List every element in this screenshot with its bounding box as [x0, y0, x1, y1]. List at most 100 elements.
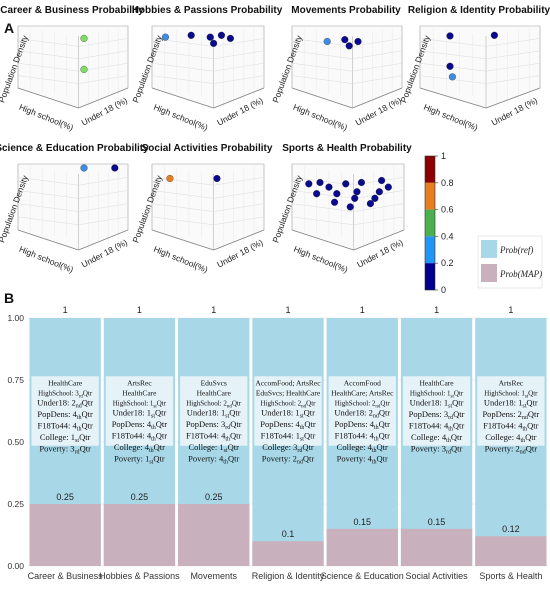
scatter3d-point — [206, 33, 214, 41]
scatter3d-point — [346, 203, 354, 211]
scatter3d-point — [342, 180, 350, 188]
cube-grid — [17, 38, 79, 47]
x-axis-label: High school(%) — [422, 102, 479, 133]
colorbar-segment — [425, 263, 435, 290]
bar-map — [252, 541, 324, 566]
cube-grid — [213, 203, 265, 212]
colorbar-segment — [425, 156, 435, 183]
scatter3d-panel: Social Activities ProbabilityPopulation … — [130, 143, 272, 275]
x-axis-label: High school(%) — [152, 102, 209, 133]
cube-edge — [17, 229, 79, 251]
cube-grid — [151, 190, 214, 199]
annotation-row: HighSchool: 1stQtr — [113, 399, 167, 409]
colorbar-segment — [425, 209, 435, 237]
bar-value-label-map: 0.25 — [56, 492, 74, 502]
scatter3d-title: Sports & Health Probability — [282, 143, 412, 154]
scatter3d-title: Career & Business Probability — [0, 5, 144, 16]
annotation-row: Poverty: 4thQtr — [188, 453, 239, 465]
x-category-label: Movements — [190, 571, 237, 581]
cube-edge — [419, 87, 487, 109]
cube-face — [419, 25, 541, 109]
cube-face — [17, 163, 129, 251]
scatter3d-point — [111, 164, 119, 172]
cube-grid — [78, 50, 129, 60]
annotation-row: F18To44: 4thQtr — [186, 430, 241, 442]
scatter3d-point — [341, 36, 349, 44]
scatter3d-panel: Career & Business ProbabilityPopulation … — [0, 5, 144, 133]
scatter3d-point — [305, 180, 313, 188]
annotation-row: HighSchool: 3rdQtr — [38, 389, 93, 399]
scatter3d-point — [353, 188, 361, 196]
cube-grid — [17, 50, 79, 60]
bar-map — [475, 536, 547, 566]
cube-edge — [78, 87, 129, 109]
scatter3d-point — [80, 65, 88, 73]
colorbar-tick-label: 0.6 — [441, 205, 454, 215]
x-category-label: Sports & Health — [479, 571, 542, 581]
scatter3d-panel: Science & Education ProbabilityPopulatio… — [0, 143, 149, 275]
cube-grid — [17, 203, 79, 212]
cube-grid — [78, 176, 129, 186]
annotation-row: PopDens: 4thQtr — [112, 419, 168, 431]
x-axis-label: High school(%) — [18, 102, 75, 133]
cube-edge — [485, 87, 541, 109]
annotation-header: EduSvcs; HealthCare — [256, 388, 321, 397]
cube-grid — [291, 62, 353, 72]
annotation-row: College: 4thQtr — [485, 432, 536, 444]
scatter3d-point — [446, 62, 454, 70]
annotation-header: AccomFood; ArtsRec — [255, 378, 321, 387]
bar-value-label-map: 0.15 — [354, 517, 372, 527]
x-category-label: Hobbies & Passions — [99, 571, 180, 581]
bar-value-label-ref: 1 — [211, 305, 216, 315]
cube-edge — [151, 87, 214, 109]
y-tick-label: 0.75 — [7, 375, 24, 385]
cube-grid — [213, 75, 265, 84]
annotation-row: College: 4thQtr — [411, 432, 462, 444]
annotation-row: Poverty: 1stQtr — [114, 453, 165, 465]
scatter3d-point — [213, 174, 221, 183]
annotation-row: Poverty: 3rdQtr — [411, 443, 463, 455]
bar-value-label-ref: 1 — [360, 305, 365, 315]
panel-b-bar-chart: 0.00 0.25 0.50 0.75 1.00 1 0.25 Career & Busine… — [7, 305, 548, 581]
bar-value-label-ref: 1 — [434, 305, 439, 315]
annotation-header: HealthCare; ArtsRec — [331, 388, 394, 397]
cube-grid — [352, 62, 403, 72]
annotation-row: Poverty: 2ndQtr — [262, 453, 315, 465]
bar-value-label-ref: 1 — [508, 305, 513, 315]
cube-grid — [213, 176, 265, 186]
annotation-header: HealthCare — [419, 378, 454, 387]
annotation-row: College: 1stQtr — [40, 432, 91, 444]
scatter3d-point — [384, 183, 392, 191]
annotation-header: ArtsRec — [499, 378, 524, 387]
bar-value-label-map: 0.1 — [282, 529, 295, 539]
bar-map — [178, 504, 250, 566]
cube-edge — [291, 87, 353, 109]
cube-grid — [213, 62, 265, 72]
annotation-row: College: 4thQtr — [337, 442, 388, 454]
annotation-row: F18To44: 4thQtr — [37, 420, 92, 432]
annotation-row: F18To44: 4thQtr — [483, 420, 538, 432]
annotation-header: HealthCare — [197, 388, 232, 397]
annotation-box — [328, 376, 396, 446]
x-axis-label: High school(%) — [18, 244, 75, 275]
annotation-row: PopDens: 4thQtr — [260, 419, 316, 431]
cube-grid — [485, 75, 541, 84]
scatter3d-title: Social Activities Probability — [142, 143, 273, 154]
x-axis-label: High school(%) — [292, 244, 349, 275]
legend-label-map: Prob(MAP) — [499, 269, 542, 279]
cube-grid — [485, 38, 541, 47]
scatter3d-panel: Religion & Identity ProbabilityPopulatio… — [398, 5, 550, 133]
cube-grid — [213, 190, 265, 199]
annotation-row: Under18: 1stQtr — [261, 407, 315, 419]
annotation-row: Under18: 1stQtr — [187, 407, 241, 419]
scatter3d-point — [366, 200, 374, 208]
cube-grid — [352, 75, 403, 84]
cube-grid — [419, 38, 487, 47]
cube-edge — [213, 87, 265, 109]
cube-edge — [353, 229, 405, 251]
colorbar-tick-label: 0.2 — [441, 258, 454, 268]
annotation-row: Under18: 2ndQtr — [334, 407, 390, 419]
annotation-box — [402, 376, 471, 446]
cube-face — [17, 25, 129, 109]
